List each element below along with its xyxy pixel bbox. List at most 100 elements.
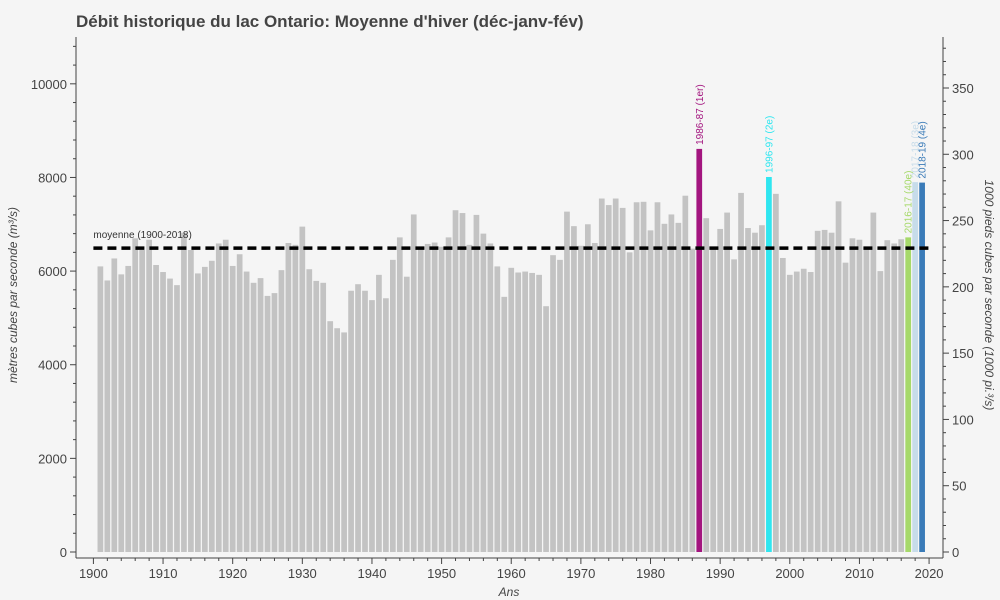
bar-1973 [598,198,605,552]
bar-1925 [264,295,271,552]
bar-1944 [396,237,403,552]
bar-1982 [661,223,668,553]
bar-1922 [243,271,250,552]
bar-2014 [884,240,891,552]
x-tick-label: 1990 [706,566,735,581]
bar-1974 [605,205,612,552]
bar-1997 [766,176,772,553]
bar-2019 [919,182,925,552]
bar-1995 [752,232,758,552]
bar-1952 [452,210,459,553]
bar-1942 [383,298,389,552]
bar-2005 [821,229,828,552]
bar-1947 [417,247,424,552]
bar-1906 [132,238,139,552]
bar-1953 [459,213,466,553]
bar-1945 [403,276,410,552]
bar-1948 [424,243,431,552]
bar-1959 [501,296,508,552]
bar-1950 [438,246,445,552]
bar-1928 [285,243,292,552]
bar-2011 [863,247,870,552]
bar-1905 [125,265,132,552]
bar-1927 [278,270,285,552]
bar-1993 [738,192,744,552]
bar-1989 [710,249,717,552]
bar-2002 [800,268,807,552]
bar-2003 [807,272,814,552]
y2-tick-label: 350 [952,81,974,96]
mean-label: moyenne (1900-2018) [93,230,191,241]
bar-1957 [487,243,494,552]
bar-1985 [682,195,689,552]
y-tick-label: 6000 [38,264,67,279]
bar-1965 [543,306,549,552]
bar-1987 [696,148,703,552]
bar-2000 [786,274,793,552]
bar-2001 [793,271,800,552]
bar-1907 [139,250,146,552]
bar-1932 [313,280,320,552]
bar-1941 [376,274,382,552]
y2-tick-label: 150 [952,346,974,361]
y-axis-label: mètres cubes par seconde (m³/s) [6,207,20,383]
y2-tick-label: 0 [952,545,959,560]
bar-1986 [689,248,696,552]
bar-1980 [647,230,654,553]
bar-1966 [550,255,556,553]
x-tick-label: 1970 [566,566,595,581]
x-tick-label: 1950 [427,566,456,581]
x-tick-label: 2010 [845,566,874,581]
bar-1960 [508,267,515,552]
bar-2017 [905,237,912,552]
bar-1923 [250,282,257,552]
bar-1962 [522,271,529,552]
y-tick-label: 4000 [38,358,67,373]
bar-1968 [564,211,570,552]
bar-1908 [146,239,152,552]
chart-title: Débit historique du lac Ontario: Moyenne… [76,12,584,31]
bar-1930 [299,226,306,553]
highlight-label-1997: 1996-97 (2e) [764,116,775,173]
x-tick-label: 1920 [218,566,247,581]
bar-2016 [898,239,905,552]
bar-1991 [724,212,730,552]
bar-1920 [229,265,236,552]
bar-1918 [215,243,222,552]
y2-tick-label: 50 [952,479,966,494]
bar-2012 [870,212,877,552]
bar-1933 [320,282,327,552]
bar-1903 [111,258,118,552]
x-axis-label: Ans [498,585,520,599]
bar-2013 [877,271,884,552]
bar-1936 [341,332,347,552]
bar-2010 [856,239,863,552]
y-tick-label: 0 [60,545,67,560]
bar-1964 [536,274,542,552]
highlight-label-2018: 2017-18 (3e) [911,121,922,178]
bar-1912 [174,285,180,552]
bar-1904 [118,274,125,552]
mean-group: moyenne (1900-2018) [93,230,930,250]
bar-1949 [431,242,438,552]
bar-1977 [626,252,633,553]
bar-1975 [612,198,619,552]
bar-1909 [153,265,159,552]
y-tick-label: 8000 [38,170,67,185]
bar-1902 [104,280,111,552]
bar-1940 [369,300,375,552]
x-tick-label: 1980 [636,566,665,581]
bar-1946 [410,214,417,552]
bar-1916 [201,266,208,552]
bar-1996 [759,225,765,552]
y-tick-label: 2000 [38,451,67,466]
bar-1935 [334,328,340,552]
y2-tick-label: 300 [952,147,974,162]
x-tick-label: 1960 [497,566,526,581]
y2-axis-label: 1000 pieds cubes par seconde (1000 pi.³/… [982,180,996,411]
bar-1917 [208,260,215,552]
bar-1956 [480,233,487,552]
bar-1939 [362,290,368,552]
axes-group: 0 2000 4000 6000 8000 10000 0 50 100 150 200 250 300… [31,37,974,581]
bar-1958 [494,266,501,552]
